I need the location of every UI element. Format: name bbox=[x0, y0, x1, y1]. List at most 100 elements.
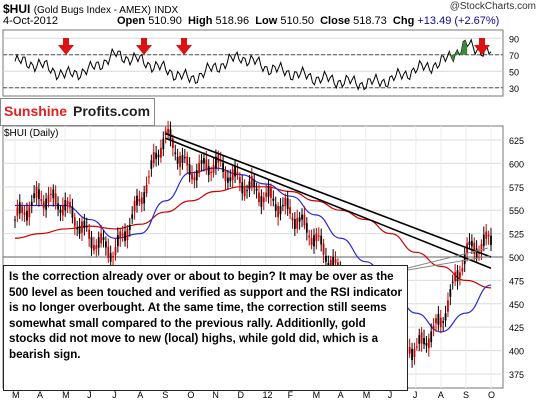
rsi-tick-label: 30 bbox=[509, 84, 519, 94]
candle-body bbox=[310, 237, 313, 246]
copyright: @StockCharts.com bbox=[449, 1, 536, 12]
high-value: 518.96 bbox=[215, 15, 250, 27]
candle-body bbox=[246, 190, 248, 192]
candle-body bbox=[301, 214, 303, 220]
candle-body bbox=[207, 165, 210, 175]
x-tick-label: M bbox=[62, 390, 70, 400]
candle-body bbox=[215, 156, 217, 168]
candle-body bbox=[83, 220, 86, 229]
x-tick-label: 12 bbox=[263, 390, 273, 400]
candle-body bbox=[35, 186, 38, 198]
ma50-line bbox=[15, 167, 492, 333]
x-tick-label: A bbox=[37, 390, 43, 400]
candle-body bbox=[236, 171, 239, 175]
price-tick-label: 550 bbox=[509, 206, 524, 216]
pointer-line bbox=[407, 247, 489, 269]
candle-body bbox=[69, 202, 71, 208]
candle-body bbox=[212, 165, 215, 173]
candle-body bbox=[183, 157, 186, 159]
candle-body bbox=[176, 156, 179, 164]
candle-body bbox=[26, 210, 28, 221]
candle-body bbox=[238, 176, 241, 184]
candle-body bbox=[291, 217, 294, 221]
candle-body bbox=[296, 218, 299, 229]
candle-body bbox=[305, 223, 308, 233]
candle-body bbox=[463, 253, 466, 265]
candle-body bbox=[14, 219, 16, 221]
candle-body bbox=[203, 158, 205, 164]
candle-body bbox=[253, 179, 256, 187]
candle-body bbox=[210, 171, 213, 174]
candle-body bbox=[454, 272, 457, 282]
x-tick-label: O bbox=[488, 390, 495, 400]
candle-body bbox=[140, 197, 143, 205]
candle-body bbox=[317, 235, 320, 237]
candle-body bbox=[100, 233, 103, 244]
red-arrow-down-icon bbox=[58, 38, 74, 55]
candle-body bbox=[38, 189, 40, 199]
x-tick-label: J bbox=[87, 390, 92, 400]
candle-body bbox=[226, 177, 229, 183]
candle-body bbox=[28, 206, 31, 218]
ma200-line bbox=[14, 186, 492, 289]
price-tick-label: 625 bbox=[509, 136, 524, 146]
price-tick-label: 525 bbox=[509, 230, 524, 240]
x-tick-label: J bbox=[413, 390, 418, 400]
candle-body bbox=[155, 152, 158, 160]
quote-date: 4-Oct-2012 bbox=[3, 15, 59, 27]
candle-body bbox=[411, 348, 413, 361]
candle-body bbox=[16, 207, 19, 216]
candle-body bbox=[66, 200, 69, 205]
candle-body bbox=[432, 325, 435, 330]
candle-body bbox=[451, 281, 454, 283]
candle-body bbox=[437, 313, 440, 325]
candle-body bbox=[430, 331, 433, 343]
candle-body bbox=[119, 231, 122, 239]
candle-body bbox=[61, 205, 64, 216]
logo-part-profits: Profits.com bbox=[73, 103, 151, 119]
candle-body bbox=[191, 173, 193, 180]
candle-body bbox=[320, 235, 323, 245]
close-value: 518.73 bbox=[353, 15, 387, 27]
sunshine-profits-logo: Sunshine Profits.com bbox=[0, 98, 156, 126]
candle-body bbox=[167, 128, 169, 134]
candle-body bbox=[449, 288, 452, 297]
candle-body bbox=[157, 154, 160, 158]
low-label: Low bbox=[255, 15, 278, 27]
candle-body bbox=[408, 347, 411, 354]
candle-body bbox=[272, 198, 275, 201]
candle-body bbox=[332, 256, 335, 268]
candle-body bbox=[480, 244, 483, 252]
x-tick-label: J bbox=[388, 390, 393, 400]
candle-body bbox=[315, 233, 318, 242]
exchange: INDX bbox=[154, 5, 179, 16]
pointer-line bbox=[407, 255, 491, 271]
price-tick-label: 400 bbox=[509, 347, 524, 357]
open-label: Open bbox=[117, 15, 146, 27]
trendline-lower bbox=[165, 137, 492, 269]
candle-body bbox=[179, 155, 181, 168]
candle-body bbox=[162, 138, 165, 150]
candle-body bbox=[160, 147, 162, 158]
candle-body bbox=[425, 343, 428, 346]
candle-body bbox=[193, 177, 196, 181]
candle-body bbox=[52, 189, 55, 199]
candle-body bbox=[475, 248, 478, 258]
candle-body bbox=[262, 197, 265, 203]
candle-body bbox=[49, 193, 52, 195]
candle-body bbox=[33, 193, 36, 199]
x-tick-label: A bbox=[438, 390, 444, 400]
candle-body bbox=[308, 235, 311, 238]
candle-body bbox=[231, 169, 234, 180]
candle-body bbox=[102, 237, 105, 241]
candle-body bbox=[284, 197, 287, 207]
chart-title: $HUI (Gold Bugs Index - AMEX) INDX bbox=[3, 2, 178, 16]
candle-body bbox=[71, 206, 74, 218]
rsi-tick-label: 70 bbox=[509, 51, 519, 61]
candle-body bbox=[150, 160, 153, 169]
rsi-tick-label: 50 bbox=[509, 67, 519, 77]
rsi-tick-label: 90 bbox=[509, 34, 519, 44]
candle-body bbox=[81, 221, 83, 233]
candle-body bbox=[18, 202, 21, 214]
candle-body bbox=[439, 317, 442, 328]
